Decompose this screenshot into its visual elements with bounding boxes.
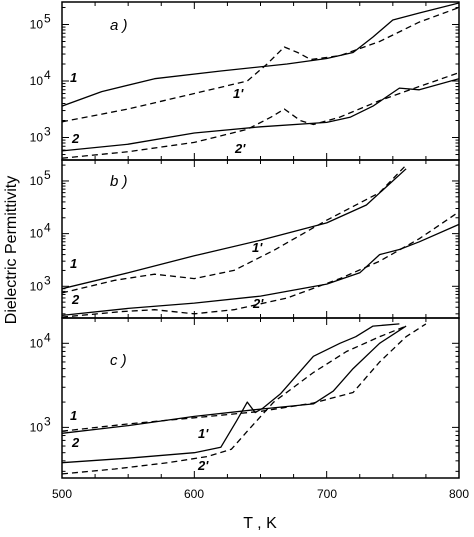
y-tick-label: 10 bbox=[30, 420, 44, 434]
panel-3: 10 310 411'22'c ) bbox=[30, 317, 460, 479]
y-tick-label: 10 bbox=[30, 227, 44, 241]
panel-label: b ) bbox=[110, 173, 128, 190]
y-tick-exponent: 3 bbox=[44, 273, 51, 287]
series-label: 2' bbox=[252, 296, 264, 311]
y-tick-exponent: 4 bbox=[44, 221, 51, 235]
x-tick-label: 600 bbox=[184, 487, 204, 501]
series-label: 1 bbox=[70, 70, 77, 85]
x-axis: 500 600 700 800 T , K bbox=[52, 487, 469, 532]
x-tick-label: 500 bbox=[52, 487, 72, 501]
y-tick-exponent: 5 bbox=[44, 11, 51, 25]
series-label: 1' bbox=[198, 426, 209, 441]
series-label: 2' bbox=[234, 141, 246, 156]
series-group bbox=[62, 2, 459, 159]
y-tick-exponent: 4 bbox=[44, 330, 51, 344]
y-tick-label: 10 bbox=[30, 131, 44, 145]
y-tick-label: 10 bbox=[30, 174, 44, 188]
y-tick-exponent: 5 bbox=[44, 168, 51, 182]
series-line-2-prime bbox=[62, 325, 407, 475]
series-line-2 bbox=[62, 78, 459, 152]
series-line-1 bbox=[62, 168, 407, 290]
series-line-2 bbox=[62, 223, 459, 317]
series-label: 2 bbox=[71, 292, 80, 307]
series-line-1-prime bbox=[62, 323, 427, 432]
series-label: 2 bbox=[71, 131, 80, 146]
series-line-1 bbox=[62, 2, 459, 107]
x-axis-title: T , K bbox=[243, 515, 277, 532]
panel-label: c ) bbox=[110, 352, 127, 369]
series-label: 2 bbox=[71, 435, 80, 450]
series-line-2 bbox=[62, 323, 400, 464]
series-line-2-prime bbox=[62, 72, 459, 159]
series-label: 1 bbox=[70, 408, 77, 423]
y-tick-label: 10 bbox=[30, 74, 44, 88]
y-tick-label: 10 bbox=[30, 17, 44, 31]
series-label: 2' bbox=[197, 458, 209, 473]
y-axis-title: Dielectric Permittivity bbox=[3, 176, 20, 324]
series-group bbox=[62, 323, 427, 475]
panel-frame bbox=[61, 317, 460, 479]
series-line-1-prime bbox=[62, 6, 459, 123]
series-label: 1 bbox=[70, 256, 77, 271]
y-tick-label: 10 bbox=[30, 279, 44, 293]
series-line-1 bbox=[62, 325, 407, 434]
series-label: 1' bbox=[252, 240, 263, 255]
series-line-1-prime bbox=[62, 164, 407, 294]
series-group bbox=[62, 164, 459, 318]
series-label: 1' bbox=[233, 86, 244, 101]
x-tick-label: 800 bbox=[449, 487, 469, 501]
panel-label: a ) bbox=[110, 17, 128, 34]
y-tick-exponent: 4 bbox=[44, 68, 51, 82]
y-tick-label: 10 bbox=[30, 336, 44, 350]
y-tick-exponent: 3 bbox=[44, 414, 51, 428]
x-tick-label: 700 bbox=[317, 487, 337, 501]
y-tick-exponent: 3 bbox=[44, 125, 51, 139]
